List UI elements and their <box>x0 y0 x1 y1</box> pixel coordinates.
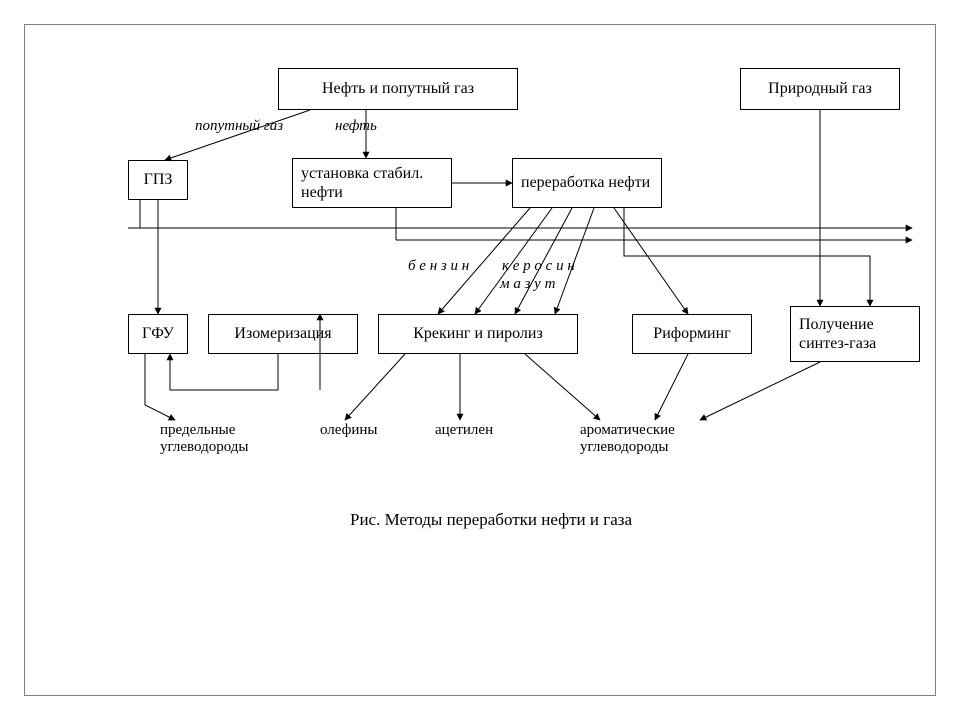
node-cracking: Крекинг и пиролиз <box>378 314 578 354</box>
node-label: Риформинг <box>653 324 730 343</box>
node-top-oil-gas: Нефть и попутный газ <box>278 68 518 110</box>
label-acetylene: ацетилен <box>435 422 493 439</box>
label-poputny: попутный газ <box>195 118 283 135</box>
node-label: Получение синтез-газа <box>799 315 911 353</box>
figure-caption: Рис. Методы переработки нефти и газа <box>350 510 632 530</box>
node-label: Природный газ <box>768 79 872 98</box>
label-aromatic: ароматические углеводороды <box>580 422 675 456</box>
node-label: Нефть и попутный газ <box>322 79 474 98</box>
node-refining: переработка нефти <box>512 158 662 208</box>
label-neft: нефть <box>335 118 377 135</box>
label-mazut: м а з у т <box>500 276 555 293</box>
node-gpz: ГПЗ <box>128 160 188 200</box>
node-label: ГПЗ <box>144 170 173 189</box>
node-syngas: Получение синтез-газа <box>790 306 920 362</box>
node-gfu: ГФУ <box>128 314 188 354</box>
node-label: Крекинг и пиролиз <box>413 324 543 343</box>
label-benzin: б е н з и н <box>408 258 469 275</box>
node-label: переработка нефти <box>521 173 650 192</box>
node-label: установка стабил. нефти <box>301 164 443 202</box>
label-olefins: олефины <box>320 422 377 439</box>
node-stabil: установка стабил. нефти <box>292 158 452 208</box>
label-pred-uglev: предельные углеводороды <box>160 422 249 456</box>
node-label: ГФУ <box>142 324 174 343</box>
node-natural-gas: Природный газ <box>740 68 900 110</box>
label-kerosin: к е р о с и н <box>502 258 575 275</box>
node-reforming: Риформинг <box>632 314 752 354</box>
node-label: Изомеризация <box>234 324 331 343</box>
node-isomer: Изомеризация <box>208 314 358 354</box>
